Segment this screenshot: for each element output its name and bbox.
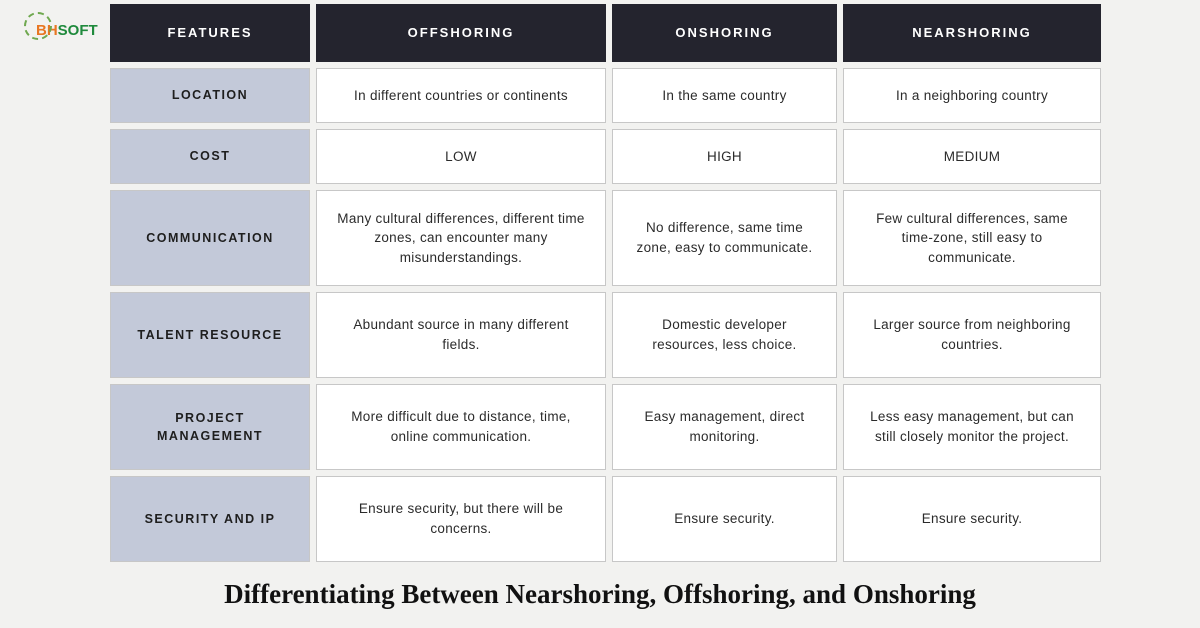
cell-location-nearshoring: In a neighboring country (843, 68, 1101, 123)
header-offshoring: OFFSHORING (316, 4, 606, 62)
cell-talent-offshoring: Abundant source in many different fields… (316, 292, 606, 378)
header-onshoring: ONSHORING (612, 4, 837, 62)
cell-project-onshoring: Easy management, direct monitoring. (612, 384, 837, 470)
row-label-project-mgmt: PROJECT MANAGEMENT (110, 384, 310, 470)
header-features: FEATURES (110, 4, 310, 62)
row-label-location: LOCATION (110, 68, 310, 123)
cell-security-onshoring: Ensure security. (612, 476, 837, 562)
cell-talent-nearshoring: Larger source from neighboring countries… (843, 292, 1101, 378)
comparison-table: FEATURES OFFSHORING ONSHORING NEARSHORIN… (110, 4, 1090, 562)
cell-talent-onshoring: Domestic developer resources, less choic… (612, 292, 837, 378)
cell-communication-onshoring: No difference, same time zone, easy to c… (612, 190, 837, 286)
logo-ring-icon (24, 12, 52, 40)
page-title: Differentiating Between Nearshoring, Off… (0, 579, 1200, 610)
logo-part2: SOFT (58, 22, 98, 39)
cell-cost-onshoring: HIGH (612, 129, 837, 184)
logo-wrap: BHSOFT (30, 18, 104, 44)
cell-project-nearshoring: Less easy management, but can still clos… (843, 384, 1101, 470)
cell-communication-offshoring: Many cultural differences, different tim… (316, 190, 606, 286)
logo: BHSOFT (30, 18, 104, 44)
row-label-cost: COST (110, 129, 310, 184)
row-label-talent: TALENT RESOURCE (110, 292, 310, 378)
row-label-security: SECURITY AND IP (110, 476, 310, 562)
cell-cost-offshoring: LOW (316, 129, 606, 184)
cell-security-offshoring: Ensure security, but there will be conce… (316, 476, 606, 562)
cell-location-onshoring: In the same country (612, 68, 837, 123)
header-nearshoring: NEARSHORING (843, 4, 1101, 62)
cell-communication-nearshoring: Few cultural differences, same time-zone… (843, 190, 1101, 286)
row-label-communication: COMMUNICATION (110, 190, 310, 286)
cell-location-offshoring: In different countries or continents (316, 68, 606, 123)
cell-cost-nearshoring: MEDIUM (843, 129, 1101, 184)
cell-security-nearshoring: Ensure security. (843, 476, 1101, 562)
cell-project-offshoring: More difficult due to distance, time, on… (316, 384, 606, 470)
